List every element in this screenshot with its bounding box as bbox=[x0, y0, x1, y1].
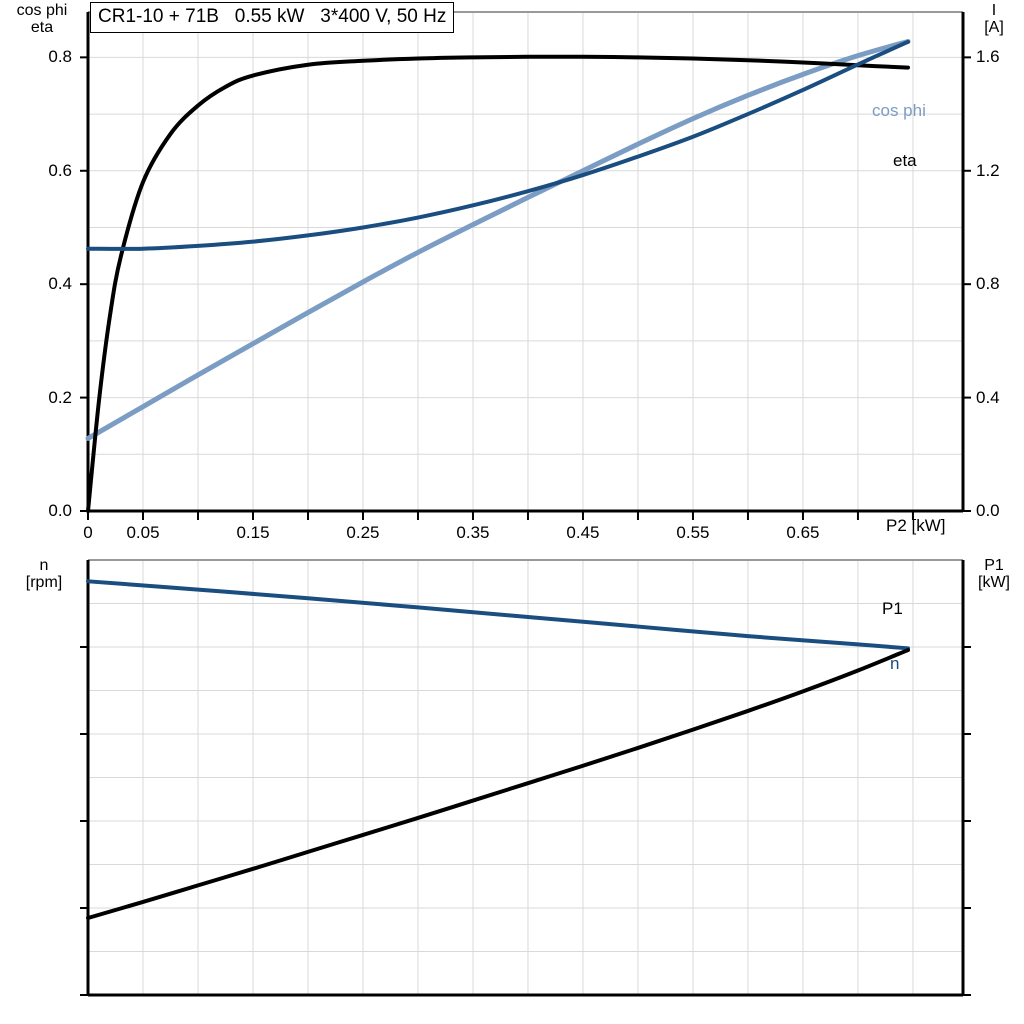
tick-label-bottom: 0.35 bbox=[456, 523, 490, 542]
tick-label-bottom: 0.65 bbox=[786, 523, 820, 542]
curve-n bbox=[86, 579, 910, 651]
curve-label-speed: n bbox=[890, 654, 900, 673]
tick-label-right: 1.6 bbox=[976, 47, 1000, 67]
bottom-chart-panel: n [rpm] P1 [kW] P1 n 2000220024002600280… bbox=[0, 545, 1024, 1024]
tick-label-bottom: 0.55 bbox=[676, 523, 710, 542]
tick-label-right: 1.2 bbox=[976, 160, 1000, 180]
curve-i bbox=[86, 39, 910, 251]
tick-label-left: 0.0 bbox=[48, 501, 72, 520]
tick-label-right: 0.4 bbox=[976, 387, 1000, 407]
top-x-axis-title: P2 [kW] bbox=[886, 516, 946, 535]
bottom-right-axis-title: P1 [kW] bbox=[978, 557, 1010, 591]
curve-cos-phi bbox=[85, 38, 911, 441]
top-left-axis-title: cos phi eta bbox=[16, 2, 68, 36]
curve-eta bbox=[86, 54, 910, 513]
top-chart-svg bbox=[80, 11, 971, 520]
tick-label-left: 0.2 bbox=[48, 387, 72, 407]
tick-label-bottom: 0.05 bbox=[126, 523, 160, 542]
tick-label-left: 0.8 bbox=[48, 47, 72, 67]
curve-p1 bbox=[86, 648, 910, 920]
bottom-chart-svg bbox=[80, 559, 971, 997]
tick-label-left: 0.6 bbox=[48, 160, 72, 180]
curve-label-eta: eta bbox=[893, 151, 917, 170]
bottom-left-axis-title: n [rpm] bbox=[25, 557, 63, 591]
tick-label-bottom: 0.25 bbox=[346, 523, 380, 542]
top-chart-panel: cos phi eta I [A] CR1-10 + 71B 0.55 kW 3… bbox=[16, 2, 1004, 542]
tick-label-bottom: 0 bbox=[83, 523, 93, 542]
curve-label-cosphi: cos phi bbox=[872, 101, 926, 120]
tick-label-right: 0.0 bbox=[976, 501, 1000, 520]
top-right-axis-title: I [A] bbox=[984, 2, 1004, 36]
tick-label-bottom: 0.15 bbox=[236, 523, 270, 542]
tick-label-left: 0.4 bbox=[48, 274, 72, 294]
chart-title: CR1-10 + 71B 0.55 kW 3*400 V, 50 Hz bbox=[90, 2, 455, 33]
tick-label-bottom: 0.45 bbox=[566, 523, 600, 542]
curve-label-p1: P1 bbox=[882, 599, 903, 618]
tick-label-right: 0.8 bbox=[976, 274, 1000, 294]
